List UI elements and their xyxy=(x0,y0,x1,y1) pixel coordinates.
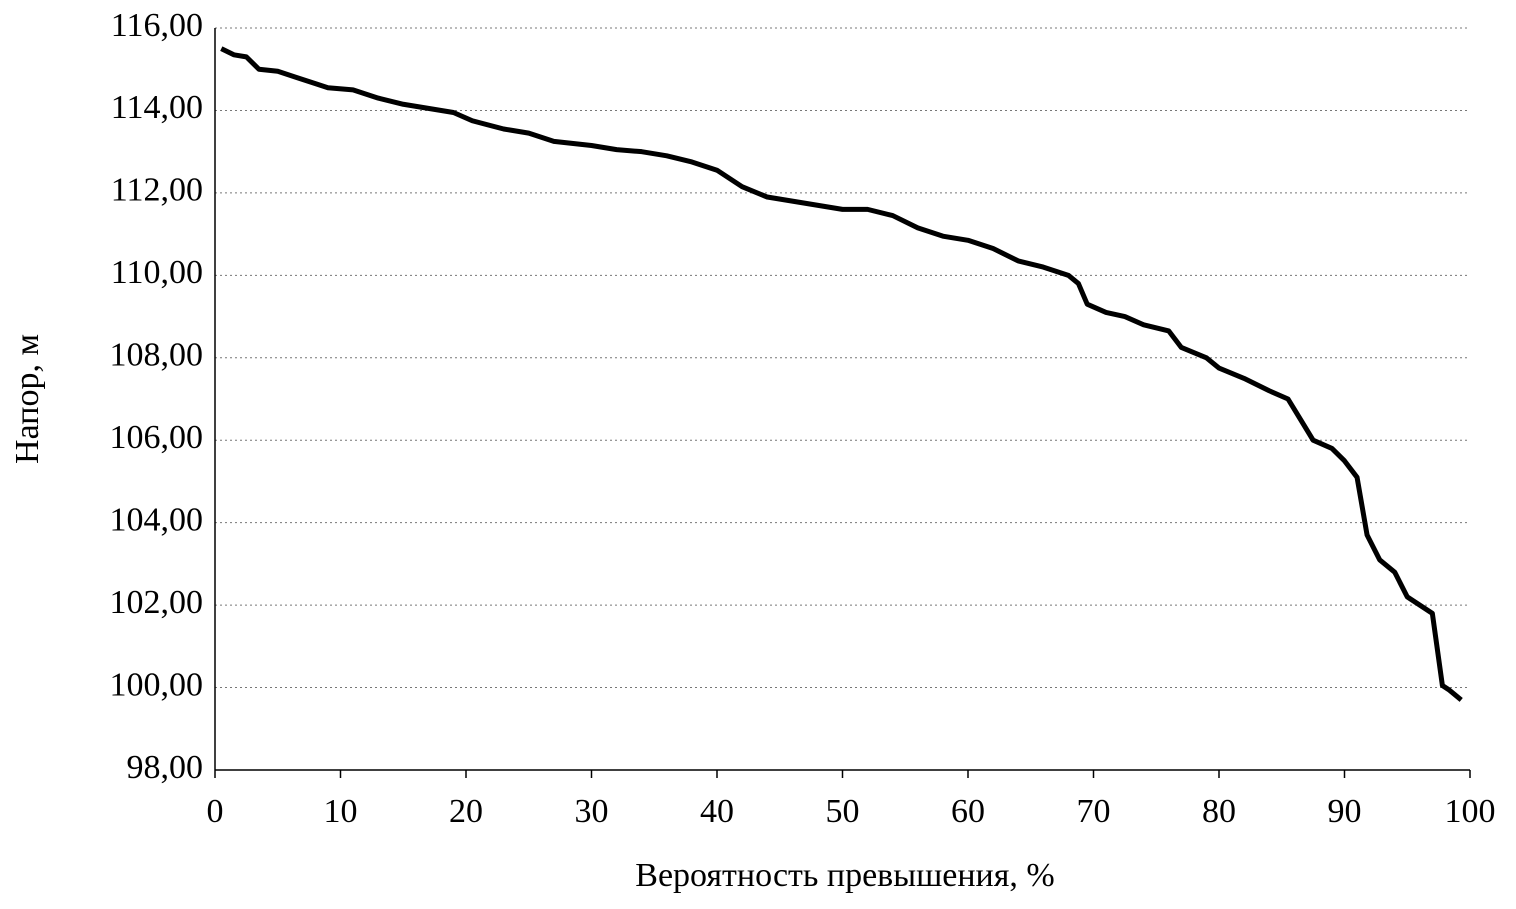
x-axis-title: Вероятность превышения, % xyxy=(635,857,1054,894)
y-tick-label: 104,00 xyxy=(110,501,204,538)
y-tick-label: 102,00 xyxy=(110,584,204,621)
x-tick-label: 40 xyxy=(700,793,734,830)
y-tick-label: 112,00 xyxy=(111,172,203,209)
y-axis-title: Напор, м xyxy=(9,334,46,464)
y-tick-label: 108,00 xyxy=(110,337,204,374)
x-tick-label: 100 xyxy=(1445,793,1496,830)
y-tick-label: 98,00 xyxy=(127,749,204,786)
y-tick-label: 116,00 xyxy=(111,7,203,44)
x-tick-label: 60 xyxy=(951,793,985,830)
x-tick-label: 50 xyxy=(826,793,860,830)
y-tick-label: 106,00 xyxy=(110,419,204,456)
x-tick-label: 30 xyxy=(575,793,609,830)
y-tick-label: 100,00 xyxy=(110,666,204,703)
x-tick-label: 70 xyxy=(1077,793,1111,830)
x-tick-label: 0 xyxy=(207,793,224,830)
x-tick-label: 10 xyxy=(324,793,358,830)
y-tick-label: 114,00 xyxy=(111,89,203,126)
x-tick-label: 80 xyxy=(1202,793,1236,830)
y-tick-label: 110,00 xyxy=(111,254,203,291)
x-tick-label: 90 xyxy=(1328,793,1362,830)
data-line xyxy=(220,46,1463,702)
x-tick-label: 20 xyxy=(449,793,483,830)
